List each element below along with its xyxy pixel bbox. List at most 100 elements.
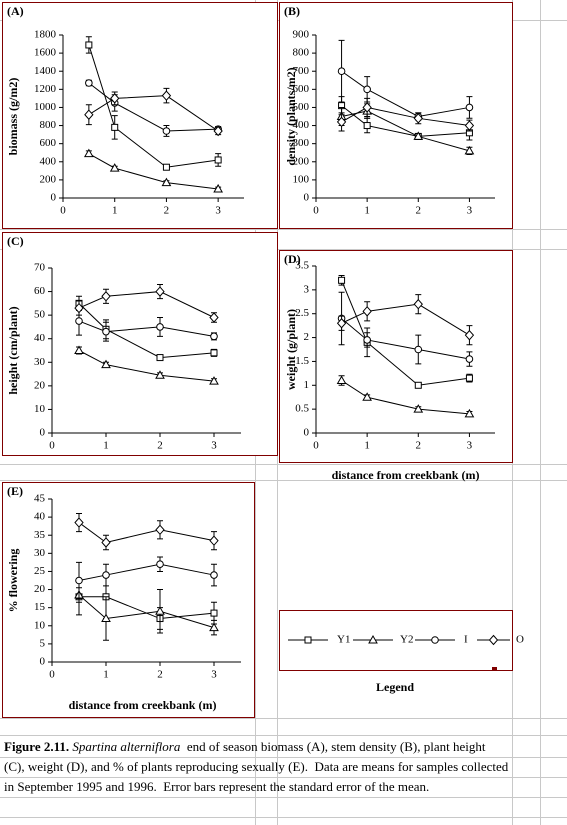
data-point — [336, 116, 347, 128]
legend-marker — [488, 634, 499, 646]
data-point — [109, 163, 120, 172]
x-tick-label: 1 — [103, 440, 109, 452]
x-tick-label: 2 — [157, 669, 163, 681]
data-point — [209, 312, 219, 323]
y-tick-label: 30 — [34, 547, 46, 559]
data-point — [209, 535, 219, 546]
data-point — [74, 345, 84, 354]
caption: Figure 2.11. Spartina alterniflora end o… — [4, 737, 509, 797]
y-tick-label: 30 — [34, 356, 46, 368]
panel-frame — [2, 2, 278, 229]
y-tick-label: 600 — [40, 137, 57, 149]
series-line — [341, 105, 470, 137]
x-tick-label: 0 — [313, 205, 319, 217]
y-tick-label: 200 — [293, 155, 310, 167]
data-point — [363, 85, 371, 94]
x-tick-label: 3 — [467, 205, 473, 217]
legend-label: Y1 — [337, 634, 350, 646]
data-point — [414, 381, 422, 389]
y-tick-label: 600 — [293, 83, 310, 95]
x-tick-label: 0 — [49, 669, 55, 681]
y-tick-label: 40 — [34, 511, 46, 523]
y-tick-label: 700 — [293, 65, 310, 77]
panel-frame — [279, 2, 513, 229]
y-tick-label: 1.5 — [295, 355, 309, 367]
series-line — [341, 280, 470, 386]
y-tick-label: 0 — [304, 192, 310, 204]
x-tick-label: 3 — [215, 205, 221, 217]
y-tick-label: 20 — [34, 379, 46, 391]
y-tick-label: 1800 — [34, 29, 57, 41]
data-point — [102, 327, 110, 336]
y-tick-label: 1400 — [34, 65, 57, 77]
series-line — [341, 318, 470, 360]
x-tick-label: 0 — [313, 440, 319, 452]
data-point — [209, 376, 219, 385]
data-point — [363, 122, 371, 130]
y-tick-label: 5 — [40, 637, 46, 649]
panel-label: (B) — [284, 4, 300, 18]
series-line — [341, 303, 470, 336]
x-tick-label: 3 — [467, 440, 473, 452]
data-point — [413, 404, 424, 413]
y-tick-label: 70 — [34, 262, 46, 274]
data-point — [210, 349, 218, 357]
data-point — [155, 370, 165, 379]
legend-marker — [431, 636, 439, 644]
panel-label: (E) — [7, 484, 23, 498]
x-tick-label: 1 — [112, 205, 118, 217]
series-line — [78, 350, 215, 382]
panel-label: (C) — [7, 234, 24, 248]
caption-species: Spartina alterniflora — [72, 739, 181, 754]
y-tick-label: 2 — [304, 331, 310, 343]
data-point — [156, 560, 164, 569]
data-point — [464, 145, 475, 155]
caption-label: Figure 2.11. — [4, 739, 70, 754]
data-point — [101, 291, 111, 302]
y-tick-label: 2.5 — [295, 307, 309, 319]
data-point — [464, 120, 475, 131]
caption-text: end of season biomass (A), stem density … — [4, 739, 512, 794]
y-tick-label: 1200 — [34, 83, 57, 95]
data-point — [413, 298, 423, 310]
data-point — [465, 355, 474, 363]
y-tick-label: 45 — [34, 493, 46, 505]
y-tick-label: 35 — [34, 529, 46, 541]
data-point — [85, 79, 93, 87]
legend-marker — [304, 636, 312, 644]
series-line — [341, 110, 470, 152]
y-tick-label: 3 — [304, 283, 310, 295]
data-point — [85, 41, 93, 49]
series-line — [78, 302, 215, 359]
y-tick-label: 0 — [304, 427, 310, 439]
y-tick-label: 800 — [293, 47, 310, 59]
data-point — [155, 606, 165, 615]
x-tick-label: 2 — [416, 205, 422, 217]
series-line — [78, 563, 215, 581]
data-point — [336, 318, 347, 329]
y-tick-label: 10 — [34, 619, 46, 631]
y-tick-label: 60 — [34, 285, 46, 297]
y-axis-label: % flowering — [6, 549, 20, 613]
series-line — [78, 291, 215, 318]
data-point — [413, 113, 423, 124]
data-point — [464, 408, 475, 418]
data-point — [75, 317, 83, 325]
x-tick-label: 0 — [49, 440, 55, 452]
y-tick-label: 200 — [40, 173, 57, 185]
data-point — [362, 102, 372, 113]
data-point — [74, 302, 84, 314]
y-tick-label: 1000 — [34, 101, 57, 113]
y-tick-label: 10 — [34, 403, 46, 415]
x-tick-label: 0 — [60, 205, 66, 217]
data-point — [210, 332, 218, 341]
x-tick-label: 2 — [157, 440, 163, 452]
legend-label: O — [516, 634, 524, 646]
data-point — [210, 609, 218, 617]
data-point — [213, 183, 224, 193]
data-point — [101, 359, 111, 369]
y-axis-label: height (cm/plant) — [6, 306, 20, 394]
y-tick-label: 400 — [293, 119, 310, 131]
